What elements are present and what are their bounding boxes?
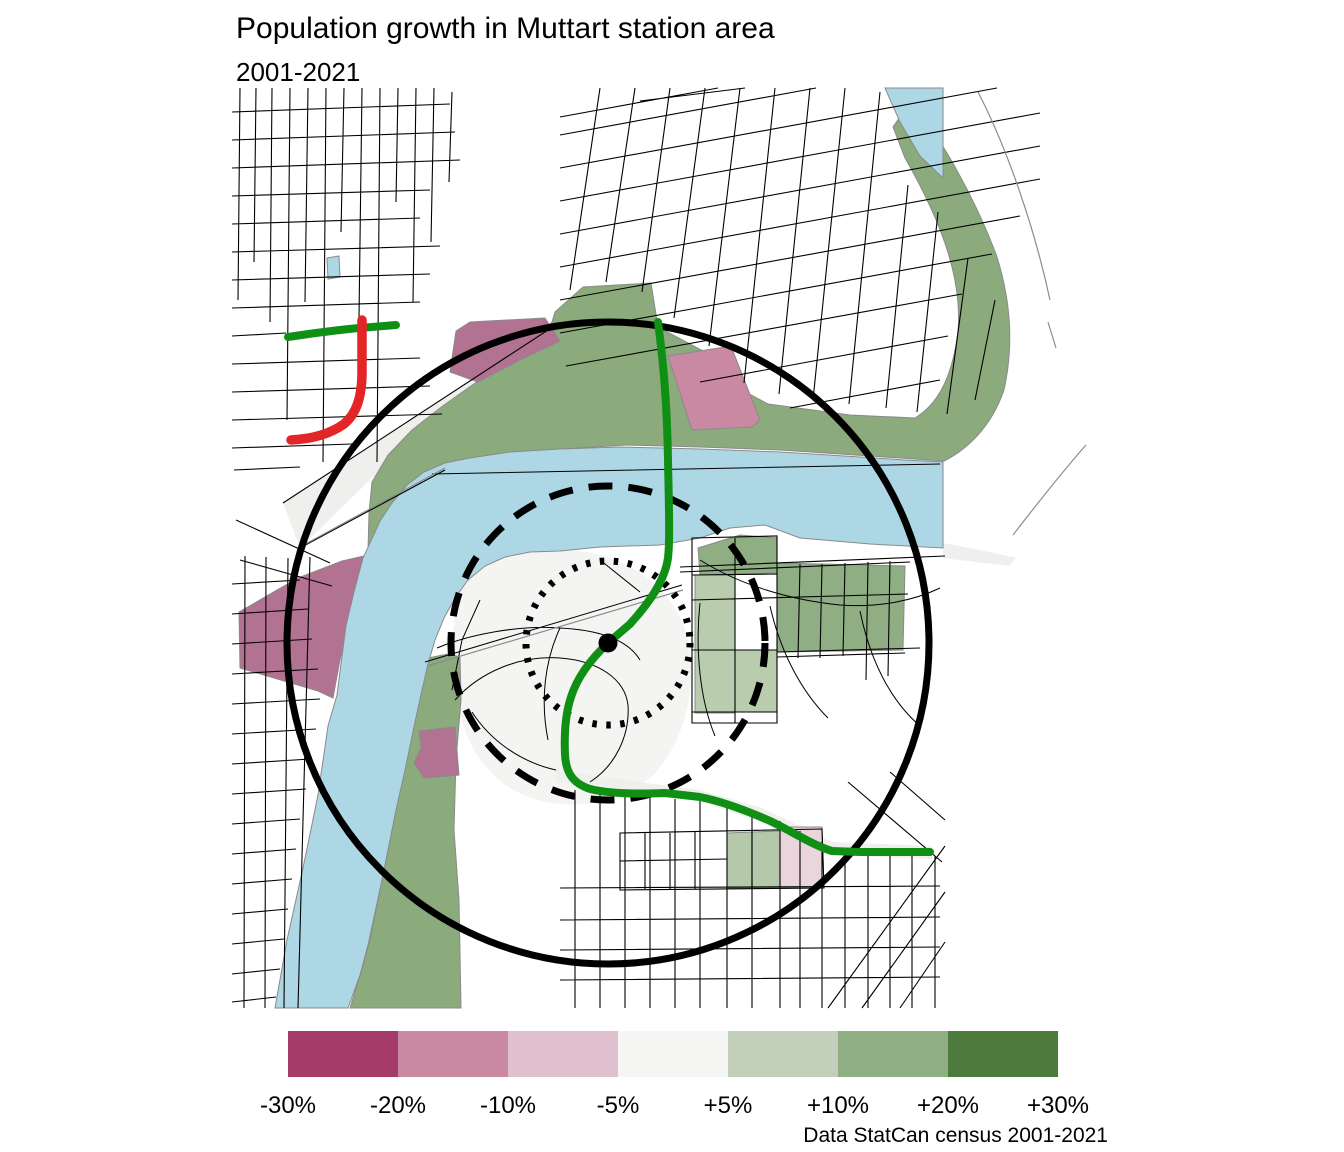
river-layer (274, 87, 944, 1009)
street-grid-east-blocks (619, 535, 946, 891)
muttart-grounds (452, 548, 692, 805)
page-title: Population growth in Muttart station are… (236, 12, 775, 45)
legend-swatch (398, 1031, 508, 1077)
park-trails (424, 463, 941, 783)
radius-ring-outer (283, 318, 933, 968)
station-radius-rings (283, 318, 933, 968)
street-network (231, 87, 1041, 1009)
pond (326, 255, 341, 280)
legend-swatch (508, 1031, 618, 1077)
riverbank-curves (299, 91, 1087, 667)
radius-ring-inner (522, 557, 694, 729)
legend-swatch (838, 1031, 948, 1077)
legend-swatch (948, 1031, 1058, 1077)
legend-label: +5% (703, 1092, 753, 1119)
growth-block-east-big (776, 562, 906, 653)
legend-label: +10% (806, 1092, 870, 1119)
decline-area-northeast (667, 345, 761, 431)
data-caption: Data StatCan census 2001-2021 (803, 1124, 1108, 1147)
station-marker (598, 633, 618, 653)
street-grid-northeast (559, 87, 1041, 415)
legend-swatch (288, 1031, 398, 1077)
lrt-line (560, 318, 934, 856)
bank-wedge-southeast (943, 543, 1016, 566)
legend-label: -10% (479, 1092, 537, 1119)
legend-label: +30% (1026, 1092, 1090, 1119)
legend-label: +20% (916, 1092, 980, 1119)
river-upper (884, 87, 944, 180)
river (274, 446, 944, 1009)
riverbank-lines (299, 91, 1087, 667)
lrt-line-north (284, 321, 400, 341)
street-grid-northwest (231, 87, 549, 587)
transit-lines (284, 315, 934, 856)
decline-area-bank (413, 726, 460, 779)
legend-label: -30% (259, 1092, 317, 1119)
growth-block-east-light1 (694, 574, 736, 714)
radius-ring-middle (447, 482, 769, 804)
legend-swatch (618, 1031, 728, 1077)
street-grid-southwest (231, 555, 321, 1009)
legend-label: -5% (596, 1092, 640, 1119)
future-line-red (286, 315, 367, 445)
growth-cell-south (726, 830, 781, 889)
legend-swatch (728, 1031, 838, 1077)
page-subtitle: 2001-2021 (236, 57, 361, 87)
legend-label: -20% (369, 1092, 427, 1119)
